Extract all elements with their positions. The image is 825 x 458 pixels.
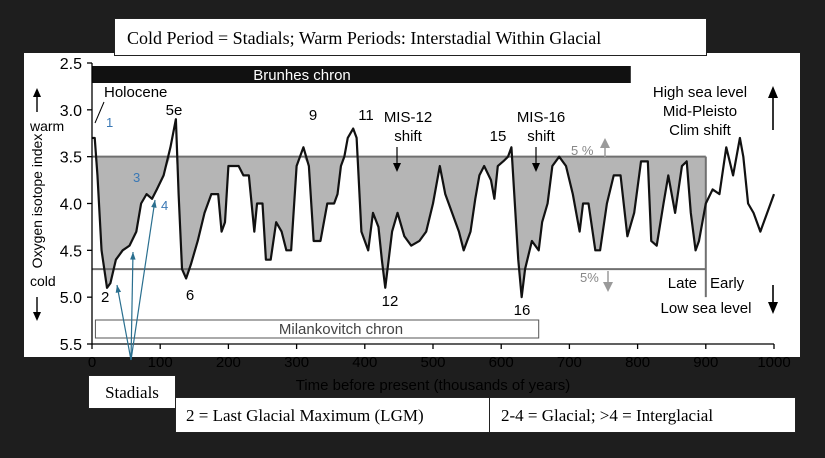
stage-11-label: 11	[358, 107, 374, 124]
mid-pleisto-label: Mid-Pleisto	[663, 103, 737, 120]
lgm-box: 2 = Last Glacial Maximum (LGM)	[175, 397, 490, 433]
mis16-label: MIS-16	[517, 109, 565, 126]
mis12-arrow-head	[393, 163, 401, 172]
pct-lower-label: 5%	[580, 270, 599, 285]
stadial-pointer-arrow	[116, 284, 132, 361]
glacial-text: 2-4 = Glacial; >4 = Interglacial	[501, 406, 714, 425]
high-sea-label: High sea level	[653, 84, 747, 101]
shaded-area	[92, 156, 706, 298]
brunhes-bar	[92, 66, 631, 83]
mis12-shift-label: shift	[394, 128, 422, 145]
late-label: Late	[668, 275, 697, 292]
pct-upper-arrow-head	[600, 138, 610, 148]
glacial-box: 2-4 = Glacial; >4 = Interglacial	[489, 397, 796, 433]
holocene-pointer	[94, 101, 105, 124]
title-box: Cold Period = Stadials; Warm Periods: In…	[114, 18, 707, 56]
x-axis-label: Time before present (thousands of years)	[296, 377, 571, 394]
stage-6-label: 6	[186, 287, 194, 304]
milankovitch-bar	[94, 319, 540, 339]
stage-1-label: 1	[106, 115, 113, 130]
y-warm-label: warm	[29, 118, 64, 134]
isotope-curve	[92, 118, 776, 299]
lgm-text: 2 = Last Glacial Maximum (LGM)	[186, 406, 424, 425]
stage-16-label: 16	[514, 302, 531, 319]
mis16-arrow-head	[532, 163, 540, 172]
x-tick-label: 500	[420, 354, 445, 371]
stadial-pointer-head	[130, 252, 136, 260]
x-tick-label: 100	[148, 354, 173, 371]
x-tick-label: 400	[352, 354, 377, 371]
y-cold-label: cold	[30, 273, 56, 289]
y-axis-label: Oxygen isotope index	[29, 134, 45, 269]
high-sea-arrow-head	[768, 86, 778, 98]
x-tick-label: 200	[216, 354, 241, 371]
stadial-pointer-arrow	[130, 251, 134, 361]
x-tick-label: 300	[284, 354, 309, 371]
cold-arrow-head	[33, 312, 41, 321]
y-tick-label: 5.5	[60, 337, 82, 354]
y-tick-label: 5.0	[60, 290, 82, 307]
clim-shift-label: Clim shift	[669, 122, 732, 139]
x-tick-label: 900	[693, 354, 718, 371]
stage-9-label: 9	[309, 107, 317, 124]
stage-4-label: 4	[161, 198, 168, 213]
early-label: Early	[710, 275, 745, 292]
y-tick-label: 2.5	[60, 56, 82, 73]
y-tick-label: 3.5	[60, 150, 82, 167]
stage-5e-label: 5e	[166, 102, 183, 119]
stadial-pointer-arrow	[130, 199, 156, 361]
mis16-shift-label: shift	[527, 128, 555, 145]
low-sea-label: Low sea level	[661, 300, 752, 317]
brunhes-label: Brunhes chron	[253, 67, 351, 84]
low-sea-arrow-head	[768, 302, 778, 314]
x-tick-label: 600	[489, 354, 514, 371]
stage-15-label: 15	[490, 128, 507, 145]
mis12-label: MIS-12	[384, 109, 432, 126]
title-text: Cold Period = Stadials; Warm Periods: In…	[127, 28, 602, 48]
stage-12-label: 12	[382, 293, 399, 310]
y-tick-label: 4.0	[60, 197, 82, 214]
x-tick-label: 1000	[757, 354, 790, 371]
stadials-text: Stadials	[105, 383, 159, 402]
y-tick-label: 3.0	[60, 103, 82, 120]
warm-arrow-head	[33, 88, 41, 97]
x-tick-label: 0	[88, 354, 96, 371]
pct-upper-label: 5 %	[571, 143, 594, 158]
pct-lower-arrow-head	[603, 282, 613, 292]
milankovitch-label: Milankovitch chron	[279, 321, 403, 338]
x-tick-label: 800	[625, 354, 650, 371]
x-tick-label: 700	[557, 354, 582, 371]
holocene-label: Holocene	[104, 84, 167, 101]
stadials-box: Stadials	[88, 375, 176, 409]
y-tick-label: 4.5	[60, 243, 82, 260]
stadial-pointer-head	[115, 285, 122, 293]
stage-3-label: 3	[133, 170, 140, 185]
stadial-pointer-head	[151, 200, 157, 208]
stage-2-label: 2	[101, 289, 109, 306]
